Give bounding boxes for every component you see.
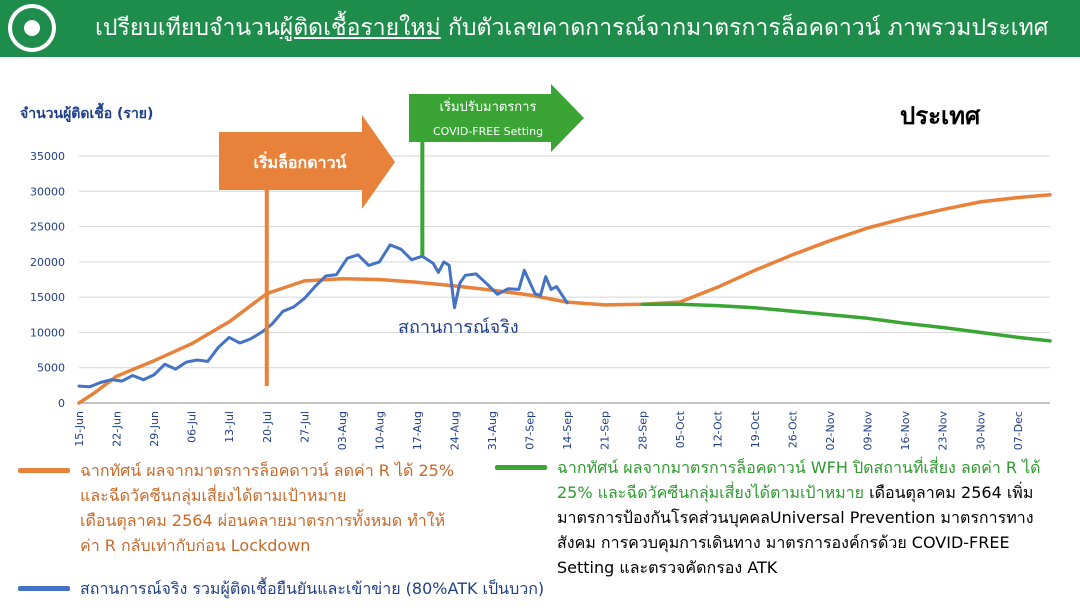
legend-green-line-4: สังคม การควบคุมการเดินทาง มาตรการองค์กรด… — [557, 533, 1010, 552]
x-tick-label: 27-Jul — [298, 411, 311, 443]
legend-orange-line-2: และฉีดวัคซีนกลุ่มเสี่ยงได้ตามเป้าหมาย — [80, 486, 347, 505]
x-tick-label: 12-Oct — [711, 410, 724, 448]
x-tick-label: 06-Jul — [186, 411, 199, 443]
series-line-0 — [77, 243, 569, 389]
x-tick-label: 05-Oct — [674, 410, 687, 448]
x-tick-label: 19-Oct — [749, 410, 762, 448]
page-title: เปรียบเทียบจำนวนผู้ติดเชื้อรายใหม่ กับตั… — [95, 15, 1049, 41]
x-tick-label: 14-Sep — [561, 411, 574, 450]
y-axis-label: จำนวนผู้ติดเชื้อ (ราย) — [20, 102, 153, 122]
region-label: ประเทศ — [900, 101, 981, 130]
y-tick-label: 0 — [58, 397, 65, 410]
x-tick-label: 31-Aug — [486, 411, 499, 450]
x-tick-label: 10-Aug — [373, 411, 386, 450]
x-tick-label: 09-Nov — [862, 411, 875, 451]
ministry-logo-icon — [8, 4, 56, 52]
y-tick-label: 10000 — [30, 326, 65, 339]
legend-green-line-2a: 25% และฉีดวัคซีนกลุ่มเสี่ยงได้ตามเป้าหมา… — [557, 483, 865, 502]
x-tick-label: 17-Aug — [411, 411, 424, 450]
series-line-1 — [77, 193, 1052, 405]
x-tick-label: 07-Sep — [524, 411, 537, 450]
y-tick-label: 35000 — [30, 150, 65, 163]
actual-situation-label: สถานการณ์จริง — [398, 317, 519, 338]
x-tick-label: 16-Nov — [899, 411, 912, 451]
legend-green-line-2b: เดือนตุลาคม 2564 เพิ่ม — [864, 483, 1034, 502]
y-tick-label: 30000 — [30, 185, 65, 198]
x-tick-label: 07-Dec — [1012, 411, 1025, 450]
y-tick-label: 15000 — [30, 291, 65, 304]
header-bar: เปรียบเทียบจำนวนผู้ติดเชื้อรายใหม่ กับตั… — [0, 0, 1080, 57]
x-tick-label: 22-Jun — [111, 411, 124, 447]
legend-orange-line-4: ค่า R กลับเท่ากับก่อน Lockdown — [80, 536, 311, 555]
x-tick-label: 03-Aug — [336, 411, 349, 450]
x-tick-label: 15-Jun — [73, 411, 86, 447]
x-tick-label: 20-Jul — [261, 411, 274, 443]
y-tick-label: 5000 — [37, 362, 65, 375]
legend-orange-line-3: เดือนตุลาคม 2564 ผ่อนคลายมาตรการทั้งหมด … — [80, 511, 446, 530]
y-tick-label: 25000 — [30, 221, 65, 234]
x-tick-label: 28-Sep — [636, 411, 649, 450]
chart: 0 5000 10000 15000 20000 25000 30000 35000 15-J… — [20, 84, 1052, 451]
legend-blue-swatch — [18, 586, 70, 591]
legend-green-line-1: ฉากทัศน์ ผลจากมาตรการล็อคดาวน์ WFH ปิดสถ… — [557, 458, 1041, 477]
covid-free-label-line-1: เริ่มปรับมาตรการ — [440, 98, 537, 115]
x-tick-label: 29-Jun — [148, 411, 161, 447]
legend-orange-line-1: ฉากทัศน์ ผลจากมาตรการล็อคดาวน์ ลดค่า R ไ… — [80, 461, 455, 480]
legend-green-swatch — [495, 465, 547, 470]
lockdown-arrow — [219, 115, 395, 209]
legend-green-line-3: มาตรการป้องกันโรคส่วนบุคคลUniversal Prev… — [557, 508, 1034, 527]
x-tick-label: 21-Sep — [599, 411, 612, 450]
x-tick-label: 13-Jul — [223, 411, 236, 443]
series-line-2 — [640, 302, 1052, 343]
x-tick-label: 30-Nov — [974, 411, 987, 451]
covid-free-label-line-2: COVID-FREE Setting — [433, 125, 543, 138]
covid-free-arrow — [409, 84, 584, 152]
x-tick-label: 02-Nov — [824, 411, 837, 451]
legend-green-line-5: Setting และตรวจคัดกรอง ATK — [557, 558, 778, 577]
lockdown-label: เริ่มล็อกดาวน์ — [253, 151, 346, 172]
y-tick-label: 20000 — [30, 256, 65, 269]
x-tick-label: 23-Nov — [937, 411, 950, 451]
x-tick-label: 24-Aug — [449, 411, 462, 450]
legend-blue-text: สถานการณ์จริง รวมผู้ติดเชื้อยืนยันและเข้… — [80, 579, 545, 598]
x-tick-label: 26-Oct — [786, 410, 799, 448]
legend-orange-swatch — [18, 468, 70, 473]
